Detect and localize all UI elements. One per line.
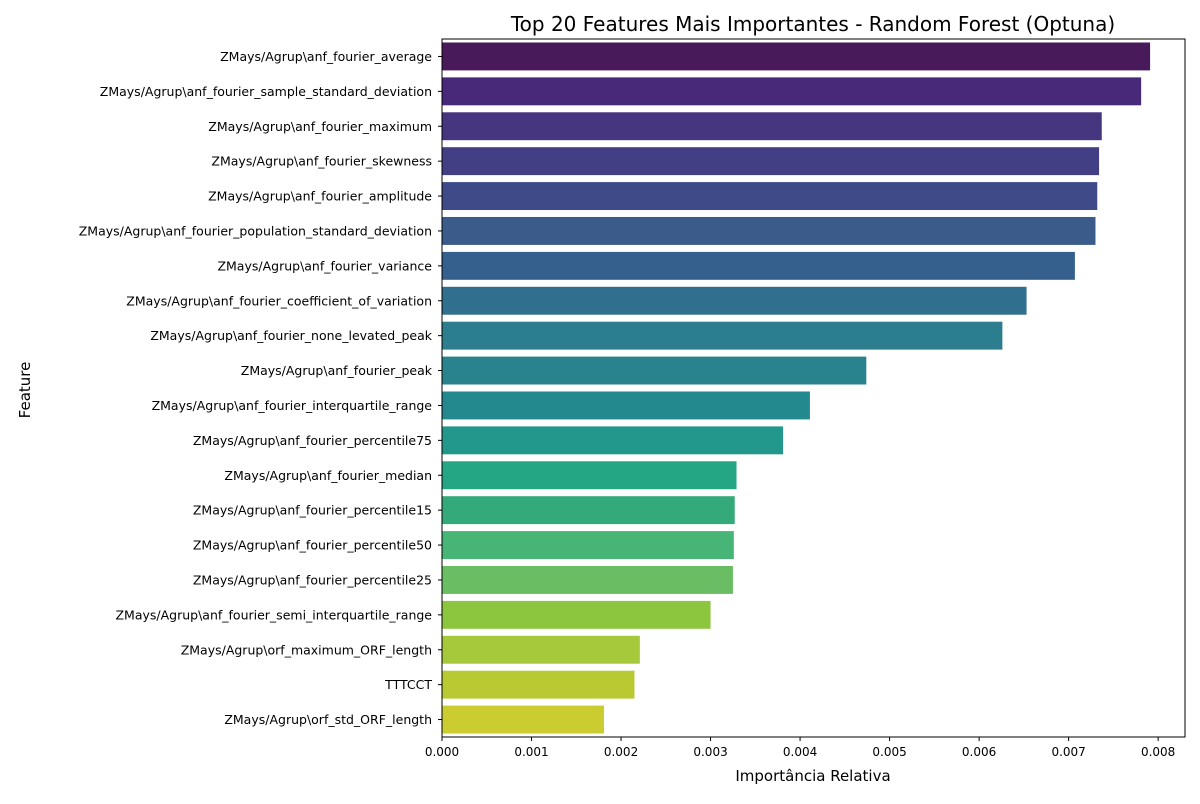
y-tick-label-19: ZMays/Agrup\orf_std_ORF_length bbox=[224, 712, 432, 727]
axes-layer: ZMays/Agrup\anf_fourier_average ZMays/Agr… bbox=[79, 38, 1186, 759]
bar-18 bbox=[442, 670, 635, 699]
bar-8 bbox=[442, 321, 1003, 350]
y-tick-label-12: ZMays/Agrup\anf_fourier_median bbox=[224, 468, 432, 483]
bar-14 bbox=[442, 531, 734, 560]
bars-layer bbox=[442, 42, 1151, 734]
y-tick-label-11: ZMays/Agrup\anf_fourier_percentile75 bbox=[193, 433, 432, 448]
bar-9 bbox=[442, 356, 867, 385]
y-tick-label-13: ZMays/Agrup\anf_fourier_percentile15 bbox=[193, 503, 432, 518]
y-tick-label-9: ZMays/Agrup\anf_fourier_peak bbox=[241, 363, 433, 378]
y-tick-label-10: ZMays/Agrup\anf_fourier_interquartile_ra… bbox=[152, 398, 433, 413]
y-tick-label-1: ZMays/Agrup\anf_fourier_sample_standard_… bbox=[100, 84, 432, 99]
bar-6 bbox=[442, 251, 1075, 280]
bar-17 bbox=[442, 635, 640, 664]
bar-3 bbox=[442, 147, 1100, 176]
x-tick-label-2: 0.002 bbox=[604, 745, 638, 759]
bar-13 bbox=[442, 496, 735, 525]
y-tick-label-5: ZMays/Agrup\anf_fourier_population_stand… bbox=[79, 223, 432, 238]
bar-5 bbox=[442, 216, 1096, 245]
bar-11 bbox=[442, 426, 784, 455]
y-tick-label-0: ZMays/Agrup\anf_fourier_average bbox=[220, 49, 432, 64]
x-axis-label: Importância Relativa bbox=[735, 767, 890, 785]
x-tick-label-0: 0.000 bbox=[425, 745, 459, 759]
x-tick-label-6: 0.006 bbox=[962, 745, 996, 759]
y-tick-label-6: ZMays/Agrup\anf_fourier_variance bbox=[217, 258, 432, 273]
bar-15 bbox=[442, 565, 733, 594]
bar-16 bbox=[442, 600, 711, 629]
plot-frame bbox=[441, 38, 1186, 738]
x-tick-label-4: 0.004 bbox=[783, 745, 817, 759]
bar-10 bbox=[442, 391, 810, 420]
x-tick-label-1: 0.001 bbox=[514, 745, 548, 759]
bar-0 bbox=[442, 42, 1151, 71]
y-tick-label-14: ZMays/Agrup\anf_fourier_percentile50 bbox=[193, 538, 432, 553]
x-tick-label-7: 0.007 bbox=[1051, 745, 1085, 759]
x-tick-label-5: 0.005 bbox=[872, 745, 906, 759]
bar-4 bbox=[442, 182, 1098, 211]
bar-1 bbox=[442, 77, 1142, 106]
bar-19 bbox=[442, 705, 605, 734]
y-tick-label-15: ZMays/Agrup\anf_fourier_percentile25 bbox=[193, 572, 432, 587]
y-tick-label-2: ZMays/Agrup\anf_fourier_maximum bbox=[208, 119, 432, 134]
y-tick-label-7: ZMays/Agrup\anf_fourier_coefficient_of_v… bbox=[126, 293, 432, 308]
bar-2 bbox=[442, 112, 1102, 141]
y-tick-label-18: TTTCCT bbox=[384, 677, 432, 692]
x-tick-label-8: 0.008 bbox=[1141, 745, 1175, 759]
bar-12 bbox=[442, 461, 737, 490]
bar-7 bbox=[442, 286, 1027, 315]
y-tick-label-17: ZMays/Agrup\orf_maximum_ORF_length bbox=[181, 642, 432, 657]
y-tick-label-4: ZMays/Agrup\anf_fourier_amplitude bbox=[208, 189, 432, 204]
y-tick-label-3: ZMays/Agrup\anf_fourier_skewness bbox=[211, 154, 432, 169]
y-tick-label-8: ZMays/Agrup\anf_fourier_none_levated_pea… bbox=[150, 328, 432, 343]
chart-title: Top 20 Features Mais Importantes - Rando… bbox=[510, 12, 1115, 36]
x-tick-label-3: 0.003 bbox=[693, 745, 727, 759]
y-axis-label: Feature bbox=[16, 362, 34, 419]
y-tick-label-16: ZMays/Agrup\anf_fourier_semi_interquarti… bbox=[115, 607, 432, 622]
